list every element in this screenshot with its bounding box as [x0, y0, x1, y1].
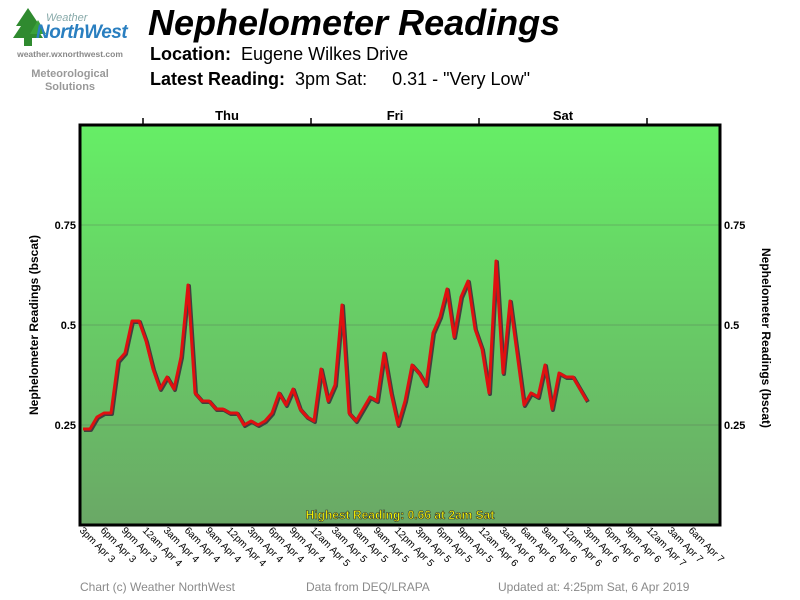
series-line: [83, 259, 589, 431]
logo-tagline-1: Meteorological: [31, 68, 109, 80]
latest-label: Latest Reading:: [150, 69, 286, 89]
y-axis-label-right: Nephelometer Readings (bscat): [759, 248, 773, 428]
day-label: Fri: [387, 108, 404, 123]
y-tick-label: 0.5: [724, 320, 739, 332]
logo-brand: NorthWest: [36, 22, 128, 43]
latest-value: 0.31 - "Very Low": [392, 69, 530, 89]
footer-copyright: Chart (c) Weather NorthWest: [80, 580, 235, 594]
logo-url: weather.wxnorthwest.com: [17, 49, 123, 59]
y-tick-labels-right: 0.25 0.5 0.75: [724, 220, 745, 432]
y-tick-label: 0.5: [61, 320, 76, 332]
latest-time: 3pm Sat:: [295, 69, 368, 89]
plot-frame: [78, 123, 722, 527]
y-axis-label-left: Nephelometer Readings (bscat): [27, 235, 41, 415]
y-tick-labels-left: 0.25 0.5 0.75: [55, 220, 76, 432]
highest-reading-annotation: Highest Reading: 0.66 at 2am Sat: [306, 508, 495, 522]
y-tick-label: 0.75: [724, 220, 745, 232]
nephelometer-chart: Thu Fri Sat 0.25 0.5 0.75 0.25 0.5 0.75 3pm Ap…: [27, 108, 773, 570]
location-value: Eugene Wilkes Drive: [241, 44, 409, 64]
day-labels: Thu Fri Sat: [215, 108, 574, 123]
y-tick-label: 0.75: [55, 220, 76, 232]
y-tick-label: 0.25: [724, 420, 745, 432]
location-line: Location: Eugene Wilkes Drive: [150, 44, 408, 65]
footer-updated: Updated at: 4:25pm Sat, 6 Apr 2019: [498, 580, 690, 594]
logo-brand-top: Weather: [46, 12, 88, 24]
logo-tagline-2: Solutions: [44, 81, 96, 93]
y-tick-label: 0.25: [55, 420, 76, 432]
tree-icon: [13, 8, 46, 46]
footer-source: Data from DEQ/LRAPA: [306, 580, 430, 594]
page-title: Nephelometer Readings: [148, 2, 561, 43]
latest-reading-line: Latest Reading: 3pm Sat: 0.31 - "Very Lo…: [150, 69, 530, 90]
weather-northwest-logo: Weather NorthWest weather.wxnorthwest.co…: [6, 6, 134, 96]
location-label: Location:: [150, 44, 231, 64]
day-label: Thu: [215, 108, 239, 123]
day-label: Sat: [553, 108, 574, 123]
